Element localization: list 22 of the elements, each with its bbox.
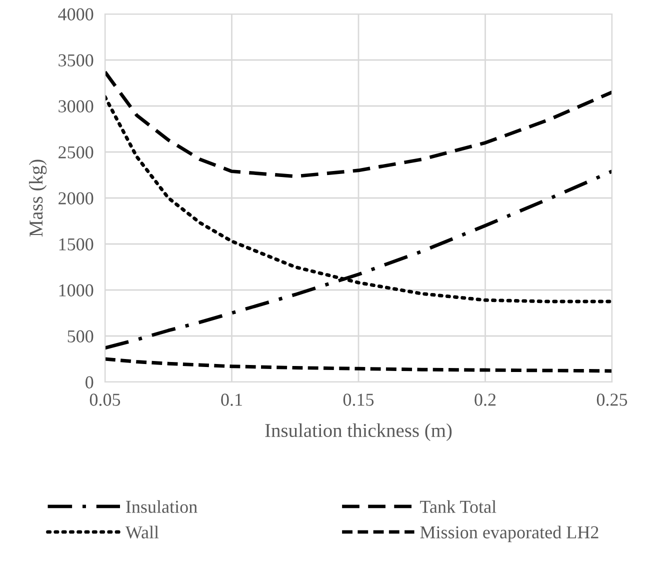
y-tick-label: 2000 bbox=[58, 192, 94, 204]
x-axis-title: Insulation thickness (m) bbox=[265, 423, 452, 442]
x-tick-label: 0.25 bbox=[596, 394, 628, 406]
legend-label: Insulation bbox=[126, 500, 198, 513]
line-series bbox=[105, 70, 612, 178]
legend-label: Mission evaporated LH2 bbox=[420, 526, 598, 542]
y-tick-label: 3500 bbox=[58, 54, 94, 66]
x-tick-label: 0.2 bbox=[474, 394, 496, 406]
y-axis-title: Mass (kg) bbox=[28, 160, 47, 237]
x-tick-label: 0.15 bbox=[343, 394, 374, 406]
y-tick-label: 4000 bbox=[58, 8, 94, 20]
y-tick-label: 1000 bbox=[59, 284, 94, 296]
y-tick-label: 500 bbox=[68, 330, 94, 342]
y-tick-label: 1500 bbox=[59, 238, 94, 250]
legend-label: Wall bbox=[125, 526, 159, 539]
y-tick-label: 0 bbox=[86, 376, 94, 388]
x-tick-label: 0.1 bbox=[221, 394, 242, 406]
line-series bbox=[105, 357, 612, 373]
y-tick-label: 3000 bbox=[58, 100, 94, 112]
x-tick-label: 0.05 bbox=[90, 394, 120, 406]
y-tick-label: 2500 bbox=[58, 146, 94, 158]
legend-label: Tank Total bbox=[420, 500, 496, 513]
